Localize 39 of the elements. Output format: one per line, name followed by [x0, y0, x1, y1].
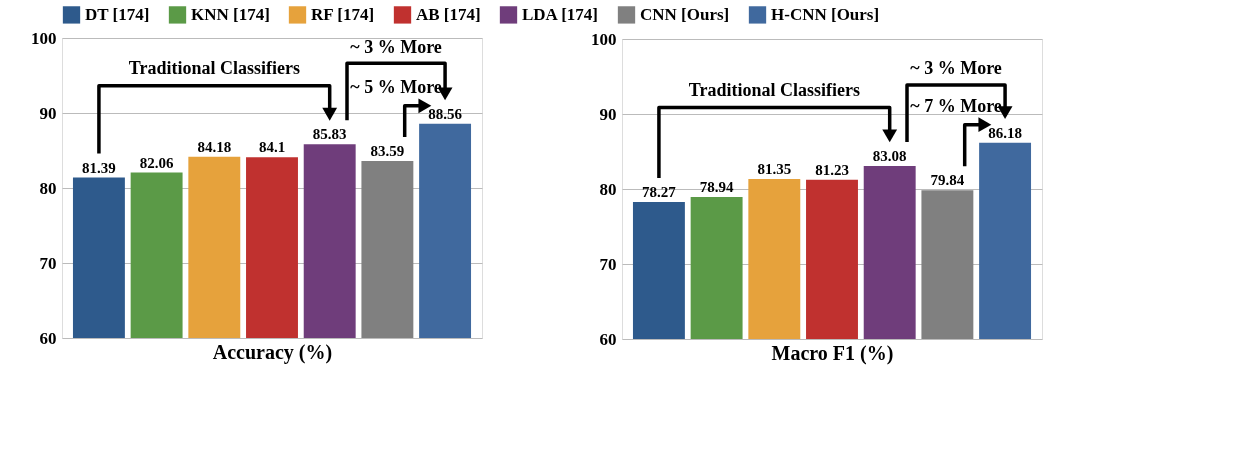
data-label: 88.56: [428, 105, 463, 122]
y-tick-label: 70: [599, 254, 617, 274]
annotation: ~ 7 % More: [910, 95, 1002, 116]
y-tick-label: 60: [39, 328, 57, 348]
legend-label: CNN [Ours]: [640, 4, 730, 24]
legend-label: AB [174]: [416, 4, 481, 24]
legend-label: DT [174]: [85, 4, 150, 24]
data-label: 81.23: [815, 161, 849, 178]
y-tick-label: 80: [599, 179, 617, 199]
x-axis-title: Macro F1 (%): [771, 341, 894, 365]
legend-label: LDA [174]: [522, 4, 599, 24]
annotation: ~ 3 % More: [350, 36, 442, 57]
annotation: Traditional Classifiers: [688, 79, 860, 100]
data-label: 78.94: [699, 178, 734, 195]
annotation: Traditional Classifiers: [128, 58, 300, 79]
data-label: 81.35: [757, 160, 792, 177]
y-tick-label: 70: [39, 253, 57, 273]
data-label: 85.83: [312, 126, 347, 143]
data-label: 84.18: [197, 138, 232, 155]
annotation: ~ 5 % More: [350, 76, 442, 97]
data-label: 79.84: [930, 172, 965, 189]
annotation: ~ 3 % More: [910, 58, 1002, 79]
y-tick-label: 60: [599, 329, 617, 349]
data-label: 86.18: [988, 124, 1022, 141]
data-label: 84.1: [258, 139, 286, 156]
data-label: 82.06: [139, 154, 174, 171]
x-axis-title: Accuracy (%): [212, 340, 333, 364]
data-label: 83.59: [370, 143, 405, 160]
y-tick-label: 80: [39, 178, 57, 198]
y-tick-label: 90: [39, 103, 57, 123]
legend-label: KNN [174]: [191, 4, 270, 24]
y-tick-label: 100: [591, 29, 617, 49]
legend-label: RF [174]: [311, 4, 375, 24]
data-label: 83.08: [872, 147, 907, 164]
data-label: 78.27: [642, 183, 677, 200]
y-tick-label: 90: [599, 104, 617, 124]
y-tick-label: 100: [31, 28, 57, 48]
data-label: 81.39: [82, 159, 116, 176]
legend-label: H-CNN [Ours]: [771, 4, 880, 24]
